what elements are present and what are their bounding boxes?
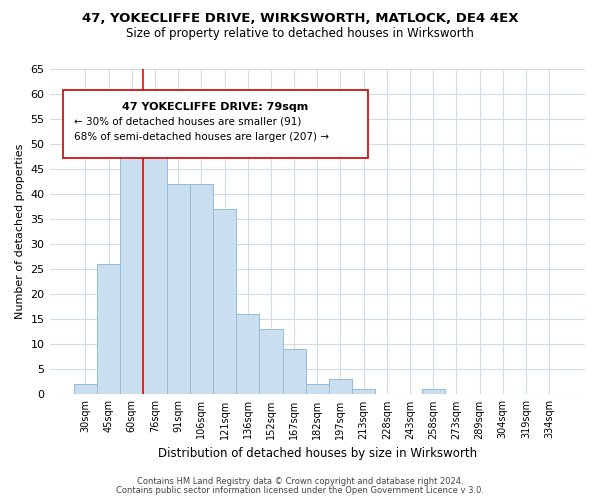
Bar xyxy=(305,384,329,394)
Text: ← 30% of detached houses are smaller (91): ← 30% of detached houses are smaller (91… xyxy=(74,116,301,126)
Text: Contains HM Land Registry data © Crown copyright and database right 2024.: Contains HM Land Registry data © Crown c… xyxy=(137,477,463,486)
Bar xyxy=(422,390,445,394)
Bar xyxy=(167,184,190,394)
Bar xyxy=(329,380,352,394)
Bar xyxy=(74,384,97,394)
Bar xyxy=(352,390,375,394)
Y-axis label: Number of detached properties: Number of detached properties xyxy=(15,144,25,320)
Bar xyxy=(259,330,283,394)
Text: 47, YOKECLIFFE DRIVE, WIRKSWORTH, MATLOCK, DE4 4EX: 47, YOKECLIFFE DRIVE, WIRKSWORTH, MATLOC… xyxy=(82,12,518,26)
Text: Contains public sector information licensed under the Open Government Licence v : Contains public sector information licen… xyxy=(116,486,484,495)
Bar xyxy=(190,184,213,394)
Bar xyxy=(120,134,143,394)
Bar xyxy=(97,264,120,394)
Text: 68% of semi-detached houses are larger (207) →: 68% of semi-detached houses are larger (… xyxy=(74,132,329,142)
Bar xyxy=(283,350,305,395)
Text: Size of property relative to detached houses in Wirksworth: Size of property relative to detached ho… xyxy=(126,28,474,40)
Text: 47 YOKECLIFFE DRIVE: 79sqm: 47 YOKECLIFFE DRIVE: 79sqm xyxy=(122,102,308,112)
FancyBboxPatch shape xyxy=(63,90,368,158)
X-axis label: Distribution of detached houses by size in Wirksworth: Distribution of detached houses by size … xyxy=(158,447,477,460)
Bar xyxy=(236,314,259,394)
Bar xyxy=(143,119,167,394)
Bar xyxy=(213,209,236,394)
